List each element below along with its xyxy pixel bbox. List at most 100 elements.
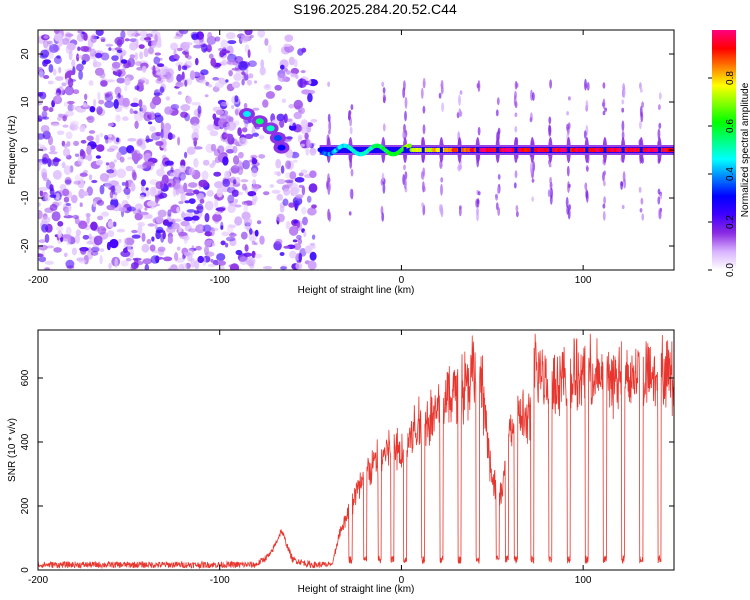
noise-blob	[76, 33, 85, 42]
pulse-spike	[495, 109, 499, 117]
noise-blob	[283, 113, 288, 124]
noise-blob	[224, 170, 231, 179]
noise-blob	[244, 244, 249, 252]
noise-blob	[52, 68, 57, 76]
noise-blob	[108, 161, 115, 170]
pulse-spike	[658, 208, 662, 220]
noise-blob	[262, 99, 269, 108]
noise-blob	[73, 180, 81, 185]
noise-blob	[38, 143, 42, 147]
noise-blob	[209, 163, 215, 169]
noise-blob	[131, 229, 138, 234]
noise-blob	[71, 194, 78, 204]
noise-blob	[38, 256, 47, 263]
noise-blob	[43, 39, 49, 49]
pulse-spike	[586, 166, 589, 172]
pulse-spike	[404, 171, 408, 180]
pulse-spike	[422, 77, 426, 89]
noise-blob	[160, 121, 164, 132]
noise-blob	[80, 247, 87, 255]
noise-blob	[295, 262, 303, 270]
noise-blob	[311, 234, 316, 240]
pulse-spike	[458, 108, 462, 117]
noise-blob	[72, 89, 80, 95]
pulse-spike	[621, 120, 625, 132]
noise-blob	[243, 102, 248, 110]
noise-blob	[254, 253, 263, 259]
noise-blob	[55, 192, 60, 200]
noise-blob	[234, 95, 239, 103]
carrier-dropout	[496, 147, 500, 153]
noise-blob	[53, 156, 59, 167]
pulse-spike	[382, 183, 386, 194]
noise-blob	[230, 165, 240, 174]
noise-blob	[106, 169, 115, 174]
noise-blob	[140, 179, 146, 187]
noise-blob	[194, 260, 200, 270]
noise-blob	[280, 64, 285, 70]
pulse-spike	[495, 194, 498, 201]
noise-blob	[225, 242, 229, 248]
noise-blob	[178, 30, 189, 35]
noise-blob	[206, 44, 213, 53]
noise-blob	[88, 233, 92, 240]
noise-blob	[169, 172, 175, 178]
pulse-spike	[440, 183, 443, 196]
noise-blob	[97, 91, 101, 101]
noise-blob	[41, 223, 49, 233]
noise-blob	[116, 228, 126, 233]
noise-blob	[95, 155, 101, 159]
pulse-spike	[440, 177, 444, 183]
noise-blob	[309, 242, 316, 247]
noise-blob	[49, 43, 59, 53]
noise-blob	[91, 179, 98, 184]
noise-blob	[286, 118, 293, 122]
noise-blob	[171, 222, 180, 230]
noise-blob	[217, 260, 226, 266]
noise-blob	[216, 196, 220, 200]
snr-x-ticks: -200 -100 0 100	[28, 330, 592, 586]
noise-blob	[126, 206, 136, 212]
spectrogram-y-label: Frequency (Hz)	[7, 116, 18, 185]
noise-blob	[243, 202, 248, 213]
spectrogram-y-ticks: -20 -10 0 10 20	[20, 48, 674, 253]
noise-blob	[143, 37, 152, 41]
noise-blob	[307, 89, 316, 95]
pulse-spike	[549, 79, 552, 89]
noise-blob	[214, 211, 221, 215]
noise-blob	[72, 214, 79, 219]
noise-blob	[47, 80, 54, 85]
noise-blob	[204, 94, 209, 98]
noise-blob	[297, 134, 303, 140]
noise-blob	[95, 30, 104, 36]
noise-blob	[67, 77, 74, 88]
noise-blob	[52, 44, 61, 52]
noise-blob	[155, 131, 162, 137]
noise-blob	[284, 184, 291, 189]
pulse-spike	[350, 168, 354, 177]
carrier-sample	[407, 143, 412, 148]
pulse-spike	[440, 80, 444, 89]
noise-blob	[169, 104, 177, 111]
noise-blob	[249, 228, 253, 235]
y-tick-label: 600	[20, 369, 31, 386]
noise-blob	[83, 102, 87, 107]
noise-blob	[193, 210, 200, 215]
pulse-spike	[422, 124, 426, 135]
noise-blob	[248, 73, 254, 79]
noise-blob	[250, 154, 258, 159]
noise-blob	[295, 194, 304, 199]
noise-blob	[75, 234, 80, 244]
noise-blob	[232, 145, 238, 154]
noise-blob	[156, 72, 163, 76]
noise-blob	[251, 240, 256, 245]
noise-blob	[214, 36, 221, 42]
noise-blob	[125, 180, 129, 190]
noise-blob	[284, 34, 294, 42]
noise-blob	[155, 230, 161, 240]
noise-blob	[106, 241, 111, 251]
noise-blob	[304, 132, 309, 140]
noise-blob	[147, 111, 152, 115]
noise-blob	[292, 239, 298, 243]
pulse-spike	[404, 110, 407, 122]
